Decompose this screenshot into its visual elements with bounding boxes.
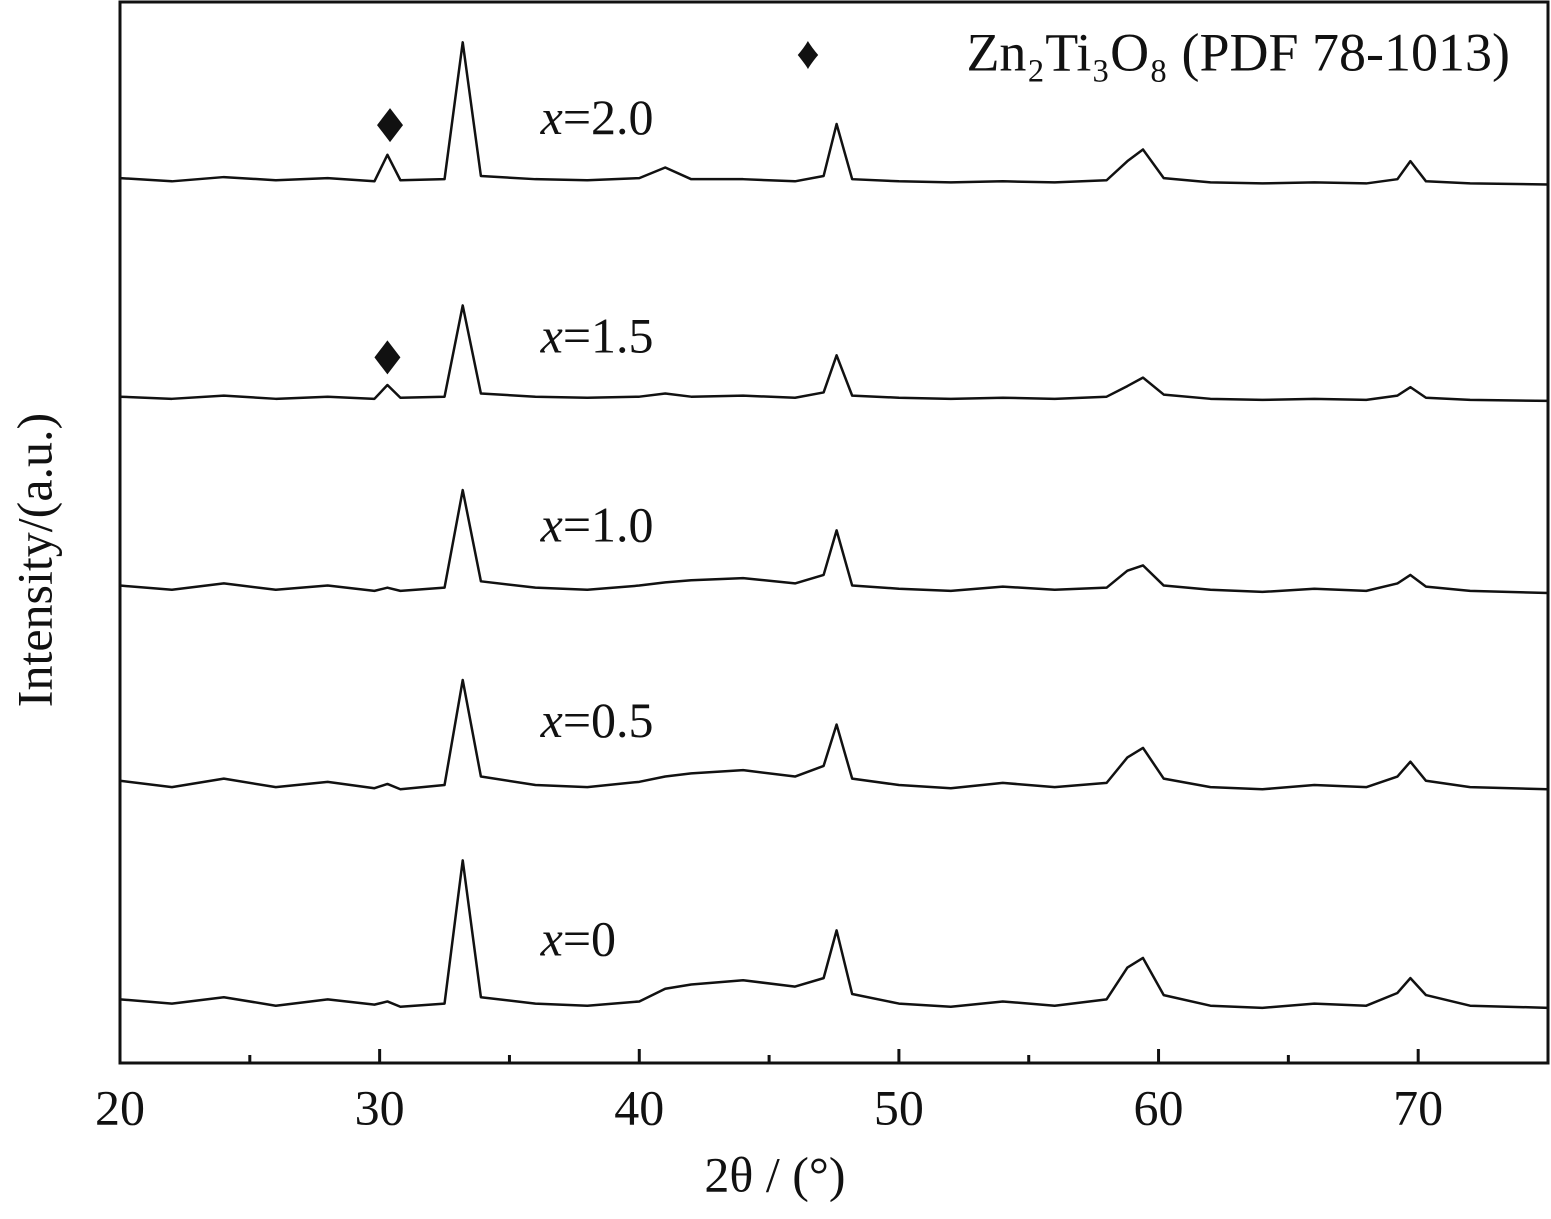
series-label: x=0 [540, 911, 616, 967]
series-line [119, 41, 1549, 186]
series-line [119, 488, 1549, 595]
peak-marker [374, 340, 401, 375]
x-tick-label: 40 [614, 1079, 664, 1135]
peak-marker [377, 108, 404, 143]
series-line [119, 859, 1549, 1010]
x-tick-label: 50 [874, 1079, 924, 1135]
x-axis-label: 2θ / (°) [704, 1146, 845, 1202]
y-axis-label: Intensity/(a.u.) [6, 413, 62, 707]
x-tick-label: 60 [1134, 1079, 1184, 1135]
series-label: x=1.0 [540, 497, 654, 553]
series-label: x=1.5 [540, 308, 654, 364]
x-tick-label: 20 [95, 1079, 145, 1135]
series-line [119, 304, 1549, 403]
series-line [119, 678, 1549, 791]
legend-text: Zn₂Ti₃O₈ (PDF 78-1013) [966, 22, 1510, 82]
x-tick-label: 70 [1393, 1079, 1443, 1135]
series-label: x=2.0 [540, 90, 654, 146]
series-label: x=0.5 [540, 692, 654, 748]
x-tick-label: 30 [355, 1079, 405, 1135]
legend-marker: ♦ [796, 28, 819, 79]
plot-frame [118, 0, 1550, 1065]
